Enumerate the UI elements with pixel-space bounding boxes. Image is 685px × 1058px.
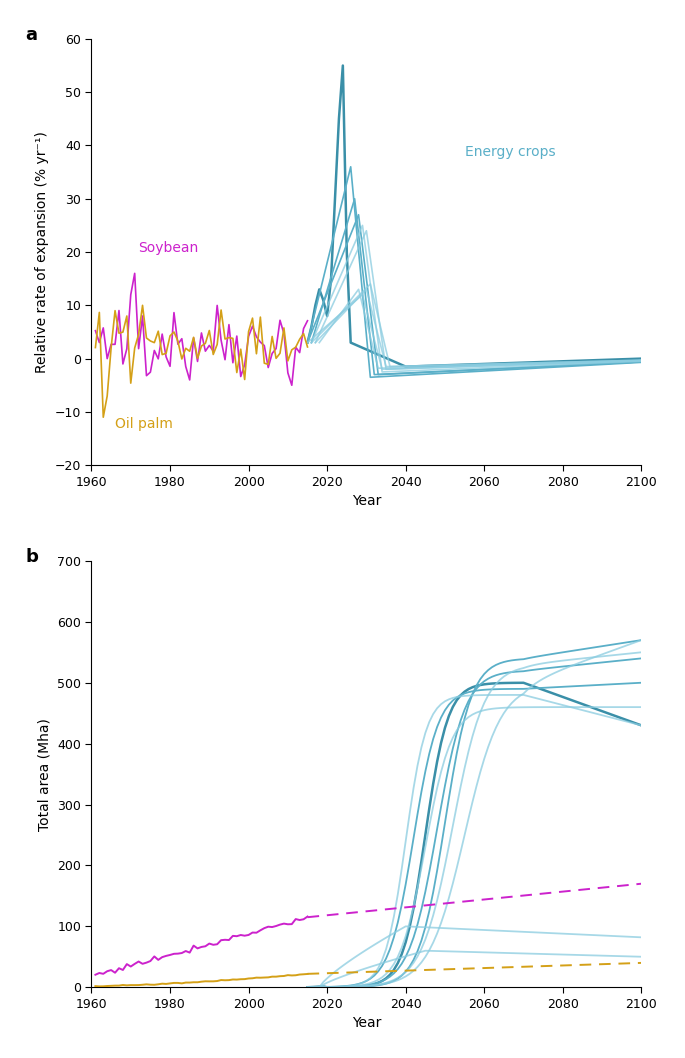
Text: Soybean: Soybean: [138, 241, 199, 255]
Text: a: a: [25, 26, 38, 44]
X-axis label: Year: Year: [351, 494, 381, 508]
Y-axis label: Total area (Mha): Total area (Mha): [38, 717, 51, 831]
Text: Energy crops: Energy crops: [464, 145, 556, 159]
Y-axis label: Relative rate of expansion (% yr⁻¹): Relative rate of expansion (% yr⁻¹): [35, 131, 49, 373]
Text: b: b: [25, 548, 38, 566]
Text: Oil palm: Oil palm: [115, 417, 173, 431]
X-axis label: Year: Year: [351, 1017, 381, 1030]
